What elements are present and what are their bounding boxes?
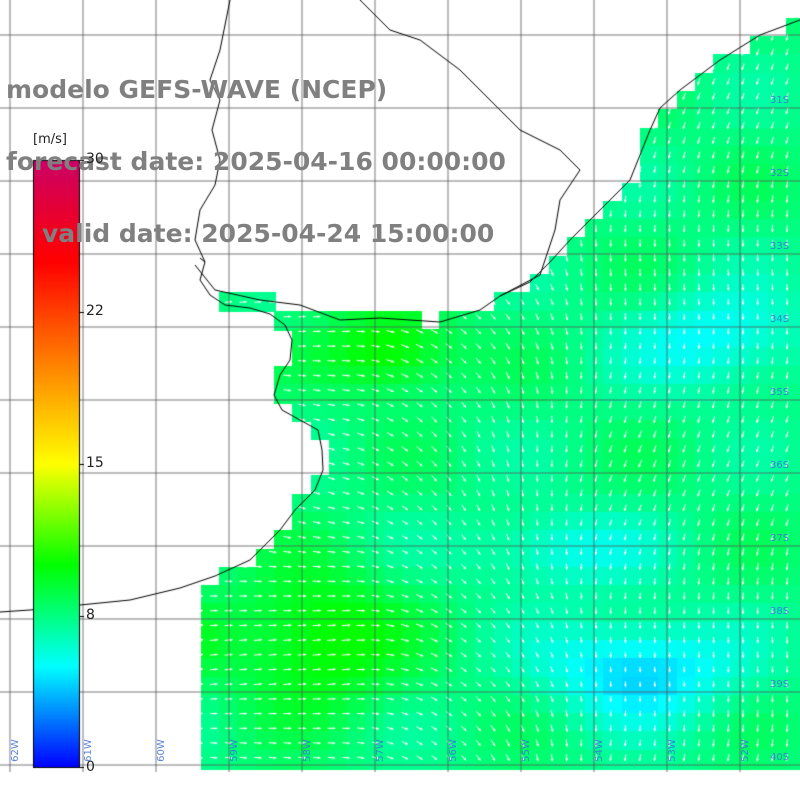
valid-date: valid date: 2025-04-24 15:00:00 — [42, 219, 495, 248]
longitude-label: 58W — [301, 739, 313, 762]
map-title: modelo GEFS-WAVE (NCEP) forecast date: 2… — [6, 30, 506, 270]
latitude-label: 31S — [770, 95, 790, 106]
latitude-label: 33S — [770, 241, 790, 252]
colorbar-tick-15: 15 — [86, 455, 104, 471]
latitude-label: 38S — [770, 606, 790, 617]
colorbar-tick-0: 0 — [86, 759, 95, 775]
forecast-date: forecast date: 2025-04-16 00:00:00 — [6, 147, 506, 176]
latitude-label: 40S — [770, 752, 790, 763]
latitude-label: 39S — [770, 679, 790, 690]
colorbar-unit: [m/s] — [33, 132, 67, 147]
latitude-label: 37S — [770, 533, 790, 544]
colorbar-tick-22: 22 — [86, 303, 104, 319]
longitude-label: 57W — [374, 739, 386, 762]
latitude-label: 34S — [770, 314, 790, 325]
longitude-label: 54W — [593, 739, 605, 762]
model-title: modelo GEFS-WAVE (NCEP) — [6, 75, 388, 104]
longitude-label: 59W — [228, 739, 240, 762]
longitude-label: 60W — [155, 739, 167, 762]
longitude-label: 61W — [82, 739, 94, 762]
longitude-label: 53W — [666, 739, 678, 762]
latitude-label: 35S — [770, 387, 790, 398]
longitude-label: 55W — [520, 739, 532, 762]
longitude-label: 52W — [739, 739, 751, 762]
colorbar-tick-30: 30 — [86, 151, 104, 167]
latitude-label: 36S — [770, 460, 790, 471]
colorbar-tick-8: 8 — [86, 607, 95, 623]
latitude-label: 32S — [770, 168, 790, 179]
longitude-label: 62W — [9, 739, 21, 762]
longitude-label: 56W — [447, 739, 459, 762]
